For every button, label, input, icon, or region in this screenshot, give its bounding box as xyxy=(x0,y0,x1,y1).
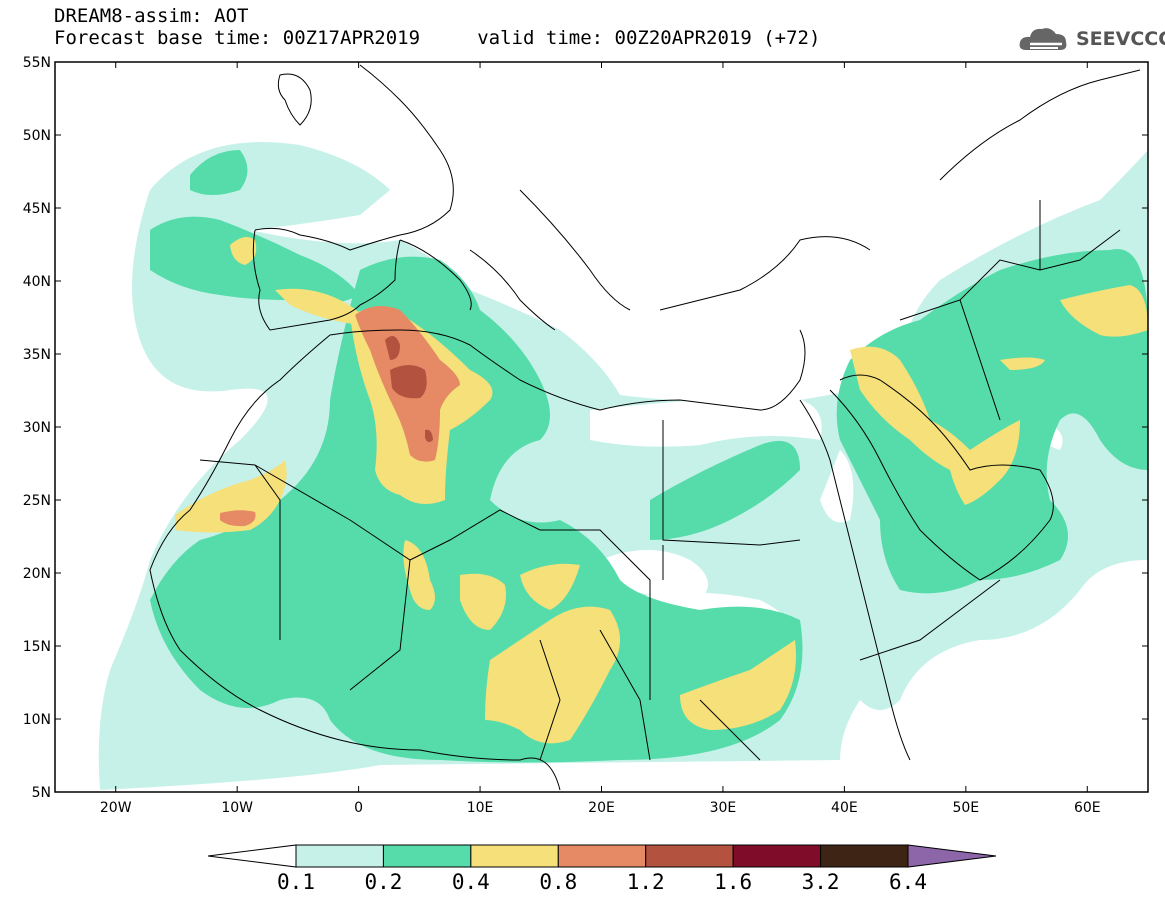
colorbar-label: 1.6 xyxy=(714,870,753,894)
colorbar-swatch xyxy=(295,844,384,868)
lat-label: 5N xyxy=(32,785,51,801)
colorbar-label: 3.2 xyxy=(801,870,840,894)
lat-label: 40N xyxy=(23,274,51,290)
lat-label: 15N xyxy=(23,639,51,655)
colorbar-label: 0.1 xyxy=(277,870,315,894)
colorbar-label: 0.8 xyxy=(539,870,578,894)
colorbar-swatch xyxy=(382,844,472,868)
lon-label: 0 xyxy=(354,800,363,816)
coastlines xyxy=(149,64,1141,791)
colorbar-swatch xyxy=(645,844,734,868)
lon-label: 30E xyxy=(710,800,737,816)
lon-label: 20W xyxy=(100,800,132,816)
lon-label: 20E xyxy=(588,800,615,816)
colorbar-label: 1.2 xyxy=(626,870,665,894)
map-title: DREAM8-assim: AOT xyxy=(54,5,249,27)
colorbar-label: 0.4 xyxy=(451,870,490,894)
lat-label: 55N xyxy=(23,55,51,71)
colorbar-swatch xyxy=(470,844,559,868)
cloud-logo-icon xyxy=(1019,28,1067,50)
colorbar-arrow-low xyxy=(207,844,297,868)
lat-label: 45N xyxy=(23,201,51,217)
lat-label: 20N xyxy=(23,566,51,582)
colorbar-label: 6.4 xyxy=(889,870,927,894)
latitude-axis: 55N 50N 45N 40N 35N 30N 25N 20N 15N 10N 5N xyxy=(23,55,1148,801)
colorbar-swatch xyxy=(820,844,909,868)
lon-label: 50E xyxy=(952,800,979,816)
aot-level-1.2 xyxy=(385,336,433,443)
aot-level-0.2 xyxy=(150,150,1148,763)
colorbar-swatch xyxy=(557,844,647,868)
map-subtitle: Forecast base time: 00Z17APR2019 valid t… xyxy=(54,27,821,49)
colorbar-label: 0.2 xyxy=(364,870,403,894)
colorbar-arrow-high xyxy=(907,844,997,868)
longitude-axis: 20W 10W 0 10E 20E 30E 40E 50E 60E xyxy=(100,62,1101,816)
lon-label: 10W xyxy=(221,800,253,816)
lat-label: 50N xyxy=(23,128,51,144)
lat-label: 25N xyxy=(23,493,51,509)
logo-text: SEEVCCC xyxy=(1076,28,1165,50)
lon-label: 60E xyxy=(1074,800,1101,816)
lat-label: 35N xyxy=(23,347,51,363)
lon-label: 10E xyxy=(467,800,494,816)
lon-label: 40E xyxy=(831,800,858,816)
aot-colorbar xyxy=(207,844,997,868)
colorbar-swatch xyxy=(732,844,822,868)
lat-label: 30N xyxy=(23,420,51,436)
lat-label: 10N xyxy=(23,712,51,728)
